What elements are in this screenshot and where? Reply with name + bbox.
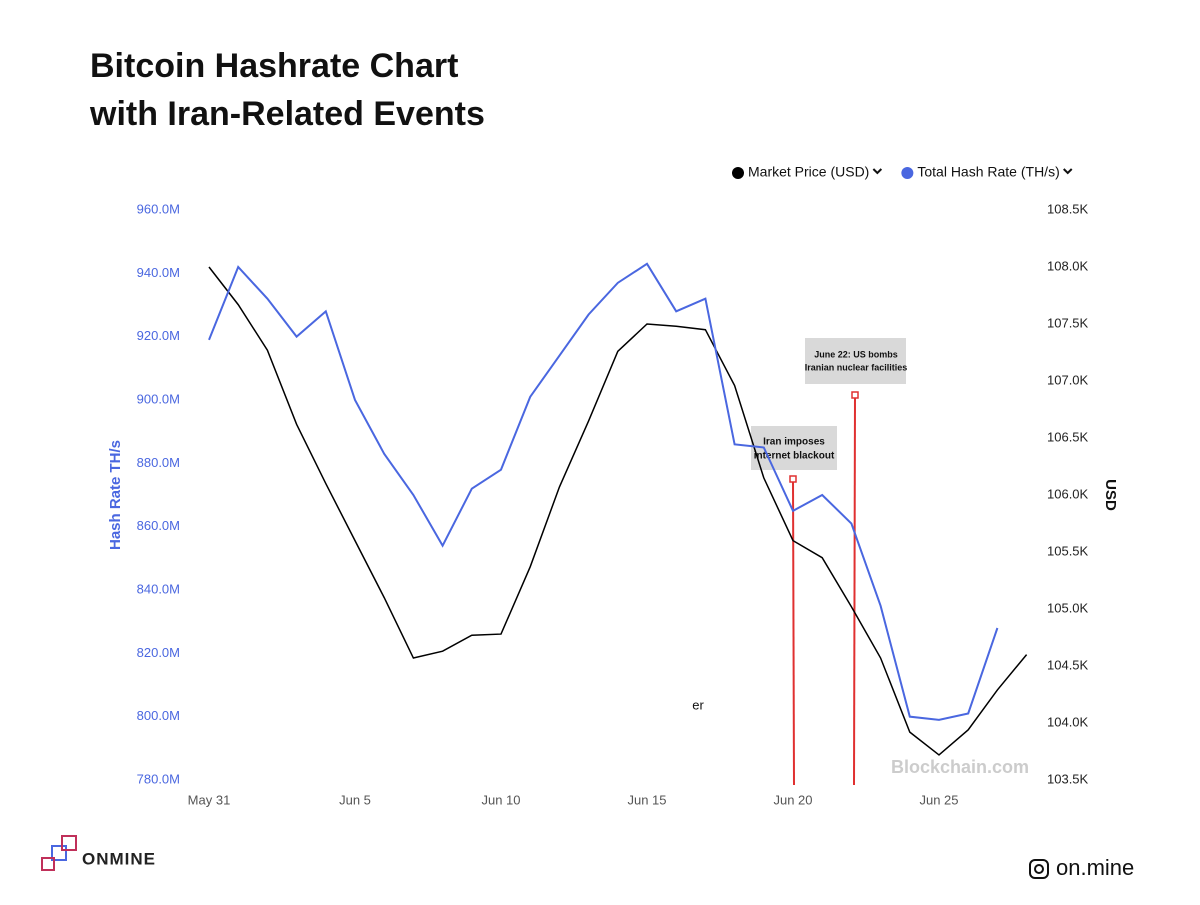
chart-title: Bitcoin Hashrate Chart	[90, 47, 458, 85]
y2-axis-label: USD	[1102, 479, 1119, 511]
y2-tick-label: 105.5K	[1047, 543, 1089, 558]
y-tick-label: 780.0M	[137, 771, 180, 786]
handle: on.mine	[1056, 855, 1134, 880]
y2-tick-label: 107.0K	[1047, 372, 1089, 387]
x-tick-label: Jun 25	[919, 792, 958, 807]
y2-tick-label: 105.0K	[1047, 600, 1089, 615]
series-line	[208, 266, 1028, 756]
y2-tick-label: 108.5K	[1047, 201, 1089, 216]
watermark: Blockchain.com	[891, 757, 1029, 777]
annotation-box	[751, 426, 837, 470]
legend-label: Total Hash Rate (TH/s)	[917, 164, 1059, 180]
x-tick-label: Jun 10	[481, 792, 520, 807]
annotation: er	[692, 697, 704, 712]
event-marker	[851, 391, 859, 399]
y-tick-label: 820.0M	[137, 645, 180, 660]
annotation: June 22: US bombs	[814, 349, 898, 359]
y2-tick-label: 103.5K	[1047, 771, 1089, 786]
y-tick-label: 860.0M	[137, 518, 180, 533]
instagram-icon	[1034, 864, 1044, 874]
series-line	[208, 262, 999, 721]
y-tick-label: 900.0M	[137, 391, 180, 406]
logo	[41, 835, 77, 871]
y-tick-label: 880.0M	[137, 455, 180, 470]
annotation: Iran imposes	[763, 437, 825, 448]
y2-tick-label: 104.0K	[1047, 714, 1089, 729]
x-tick-label: Jun 15	[627, 792, 666, 807]
legend-dropdown	[1063, 168, 1073, 175]
legend-dropdown	[872, 168, 883, 175]
legend-label: Market Price (USD)	[748, 164, 869, 180]
y2-tick-label: 106.0K	[1047, 486, 1089, 501]
annotation-box	[805, 338, 906, 384]
x-tick-label: Jun 20	[773, 792, 812, 807]
event-line	[792, 478, 795, 786]
y-axis-label: Hash Rate TH/s	[107, 440, 124, 550]
y2-tick-label: 108.0K	[1047, 258, 1089, 273]
y2-tick-label: 107.5K	[1047, 315, 1089, 330]
annotation: Iranian nuclear facilities	[805, 362, 908, 372]
y-tick-label: 920.0M	[137, 328, 180, 343]
x-tick-label: May 31	[188, 792, 231, 807]
instagram-icon	[1029, 859, 1049, 879]
y2-tick-label: 106.5K	[1047, 429, 1089, 444]
y-tick-label: 960.0M	[137, 201, 180, 216]
legend-marker	[901, 167, 914, 179]
annotation: internet blackout	[754, 451, 835, 462]
y-tick-label: 940.0M	[137, 265, 180, 280]
brand: ONMINE	[82, 849, 156, 868]
y2-tick-label: 104.5K	[1047, 657, 1089, 672]
event-line	[853, 394, 856, 786]
y-tick-label: 800.0M	[137, 708, 180, 723]
chart-subtitle: with Iran-Related Events	[89, 95, 485, 133]
legend-marker	[732, 167, 744, 179]
y-tick-label: 840.0M	[137, 581, 180, 596]
event-marker	[789, 475, 797, 483]
x-tick-label: Jun 5	[339, 792, 371, 807]
